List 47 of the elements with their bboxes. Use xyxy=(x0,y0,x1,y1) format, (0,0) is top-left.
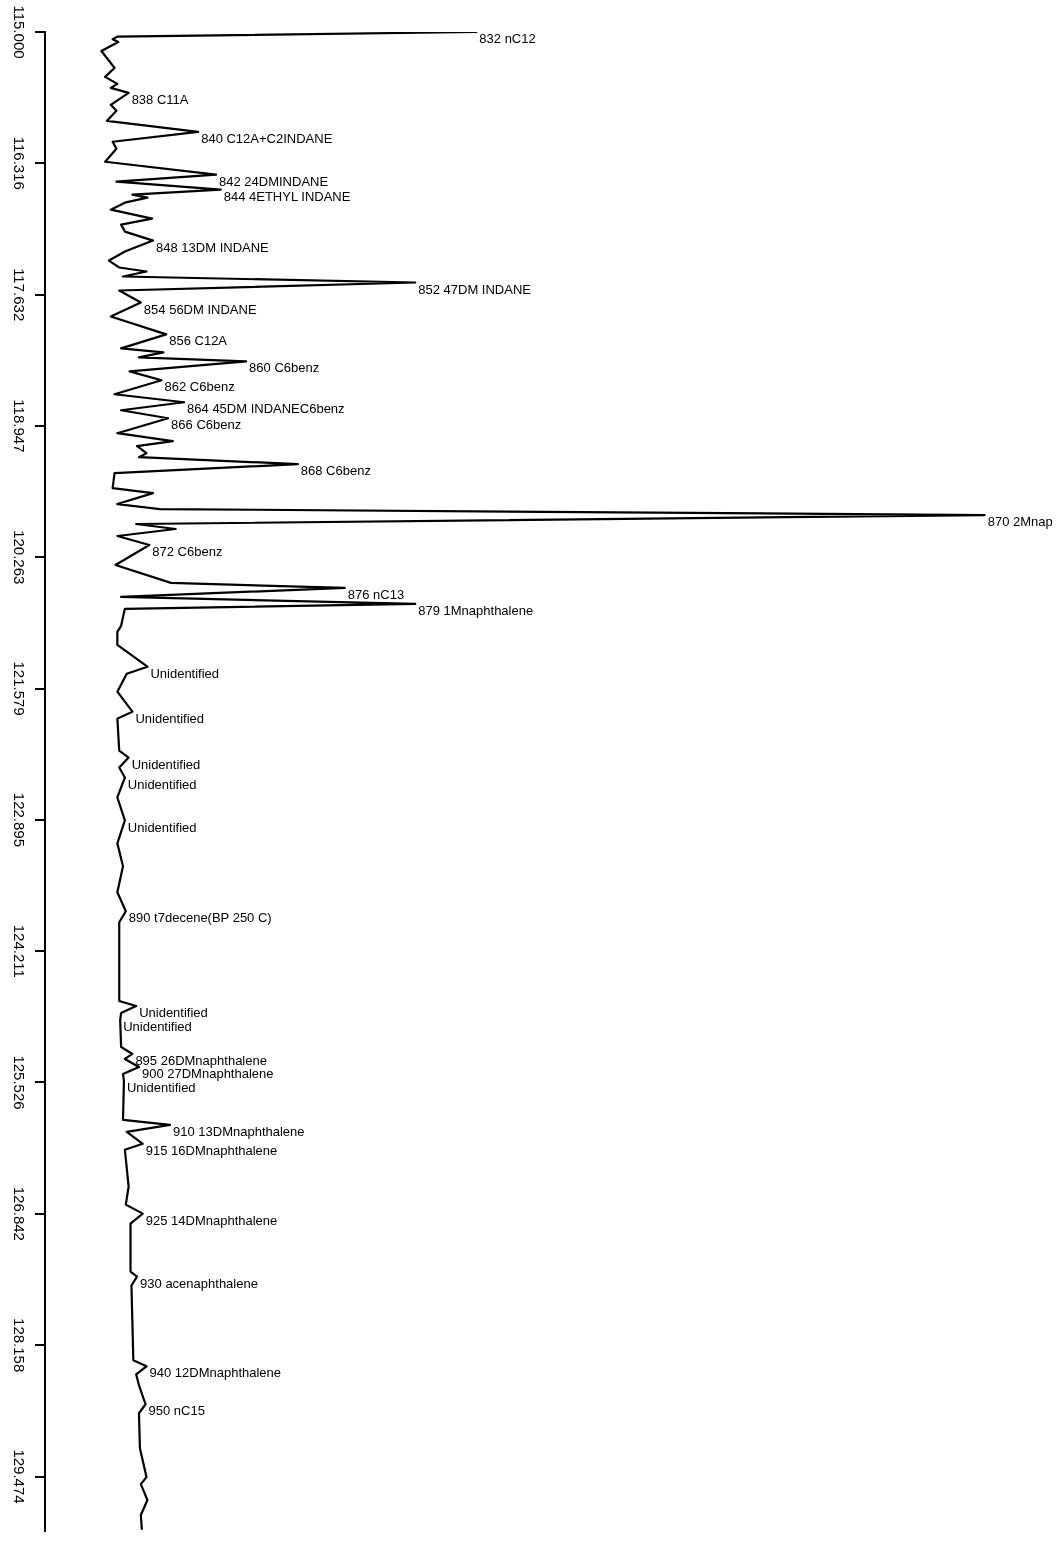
annotation: Unidentified xyxy=(123,1019,192,1035)
annotation: 868 C6benz xyxy=(300,463,371,479)
annotation: 900 27DMnaphthalene xyxy=(141,1066,274,1082)
annotation: Unidentified xyxy=(150,665,220,681)
annotation: 895 26DMnaphthalene xyxy=(135,1053,267,1069)
annotation: 950 nC15 xyxy=(148,1403,205,1419)
annotation: Unidentified xyxy=(131,756,201,772)
annotation: 872 C6benz xyxy=(152,544,223,560)
annotation: 866 C6benz xyxy=(171,417,242,433)
y-tick-label: 117.632 xyxy=(10,268,28,322)
annotation: 838 C11A xyxy=(131,91,189,107)
y-tick-label: 126.842 xyxy=(10,1186,28,1241)
annotation: 856 C12A xyxy=(169,333,228,349)
y-tick-label: 118.947 xyxy=(10,399,28,453)
annotation: 844 4ETHYL INDANE xyxy=(223,188,351,204)
annotation: 925 14DMnaphthalene xyxy=(145,1212,278,1228)
annotation: 930 acenaphthalene xyxy=(140,1275,258,1291)
annotation: 832 nC12 xyxy=(479,31,536,47)
y-tick-label: 128.158 xyxy=(10,1318,28,1373)
annotation: 890 t7decene(BP 250 C) xyxy=(128,910,272,926)
annotation: 842 24DMINDANE xyxy=(219,173,329,189)
annotation: 864 45DM INDANEC6benz xyxy=(187,401,345,417)
y-tick-label: 121.579 xyxy=(10,661,28,716)
annotation: 840 C12A+C2INDANE xyxy=(201,130,333,146)
y-tick-label: 116.316 xyxy=(10,136,28,190)
y-tick-label: 124.211 xyxy=(10,924,28,978)
annotation: 860 C6benz xyxy=(249,360,320,376)
y-tick-label: 120.263 xyxy=(10,530,28,585)
y-tick-label: 115.000 xyxy=(10,5,28,59)
annotation: Unidentified xyxy=(139,1005,208,1021)
y-tick-label: 122.895 xyxy=(10,792,28,848)
annotation: 940 12DMnaphthalene xyxy=(149,1365,282,1381)
annotation: Unidentified xyxy=(126,1079,196,1095)
annotation: Unidentified xyxy=(127,776,197,792)
annotation: Unidentified xyxy=(135,710,205,726)
y-tick-label: 125.526 xyxy=(10,1055,28,1110)
annotation: 876 nC13 xyxy=(347,586,405,602)
annotation: 879 1Mnaphthalene xyxy=(418,602,534,618)
y-tick-label: 129.474 xyxy=(10,1449,28,1504)
annotation: 870 2Mnap xyxy=(987,514,1053,530)
annotation: 848 13DM INDANE xyxy=(156,239,270,255)
annotation: Unidentified xyxy=(127,819,197,835)
annotation: 862 C6benz xyxy=(164,379,235,395)
annotation: 852 47DM INDANE xyxy=(418,281,532,297)
annotation: 915 16DMnaphthalene xyxy=(145,1142,278,1158)
annotation: 854 56DM INDANE xyxy=(143,301,257,317)
annotation: 910 13DMnaphthalene xyxy=(172,1123,305,1139)
